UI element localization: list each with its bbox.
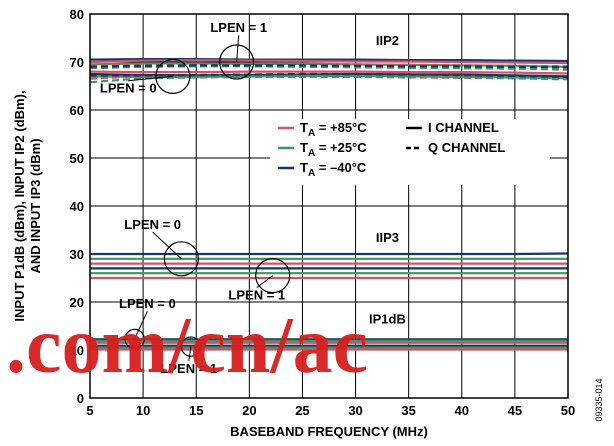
tick-labels: 5 10 15 20 25 30 35 40 45 50 0 10 20 30 40 50 60 70 80 [70,7,576,418]
y-tick-label: 80 [70,7,84,22]
x-tick-label: 50 [561,403,575,418]
group-label-ip1db: IP1dB [369,312,406,327]
annotation-circle [255,258,291,294]
annotation-iip3-lpen1: LPEN = 1 [228,288,285,303]
annotation-circle [124,328,145,350]
legend-label-t85: TA = +85°C [300,120,367,139]
legend-background [270,119,550,185]
x-tick-label: 20 [242,403,256,418]
annotation-iip2-lpen1: LPEN = 1 [210,20,267,35]
annotation-leader [134,311,148,340]
y-tick-label: 40 [70,199,84,214]
legend-channel-label: Q CHANNEL [428,140,505,155]
legend-label-t25: TA = +25°C [300,140,367,159]
x-tick-label: 15 [189,403,203,418]
series-line [89,65,569,71]
annotation-iip2-lpen0: LPEN = 0 [100,81,157,96]
legend: TA = +85°CTA = +25°CTA = –40°C I CHANNEL Q… [270,119,550,185]
y-tick-label: 30 [70,247,84,262]
series-line [90,252,569,256]
annotation-leader [128,75,173,82]
legend-label-tm40: TA = –40°C [300,160,367,179]
x-tick-label: 45 [508,403,522,418]
annotation-leader [152,231,182,260]
x-tick-label: 25 [295,403,309,418]
x-tick-label: 30 [348,403,362,418]
group-label-iip2: IIP2 [376,33,399,48]
y-tick-label: 50 [70,151,84,166]
annotation-circle [163,241,199,277]
y-axis-label-line-2: AND INPUT IP3 (dBm) [28,138,43,273]
x-tick-label: 40 [455,403,469,418]
annotation-circle [155,58,191,94]
series-line [89,70,569,75]
y-tick-label: 20 [70,295,84,310]
series-lines [89,57,569,351]
series-line [90,72,569,78]
x-axis-label: BASEBAND FREQUENCY (MHz) [230,424,428,439]
y-tick-label: 0 [77,391,84,406]
group-label-iip3: IIP3 [376,230,399,245]
annotation-circle [180,336,202,357]
x-tick-label: 35 [401,403,415,418]
annotations: IIP2 IIP3 IP1dB LPEN = 1 LPEN = 0 LPEN = 0 LPE… [100,20,406,376]
figure-code: 09335-014 [594,378,604,421]
annotation-leader [236,35,240,63]
legend-channel-label: I CHANNEL [428,120,499,135]
annotation-iip3-lpen0: LPEN = 0 [124,217,181,232]
watermark: .com/cn/ac [6,302,368,390]
annotation-p1db-lpen0: LPEN = 0 [119,296,176,311]
annotation-circle [218,44,255,80]
series-line [89,64,569,69]
y-tick-label: 70 [70,55,84,70]
x-tick-label: 10 [136,403,150,418]
series-line [89,75,569,84]
y-axis-label-line-1: INPUT P1dB (dBm), INPUT IP2 (dBm), [12,90,27,321]
annotation-p1db-lpen1: LPEN = 1 [160,361,217,376]
plot-frame [89,13,569,399]
y-tick-label: 10 [70,343,84,358]
annotation-leader [188,346,192,362]
series-line [89,58,569,65]
x-tick-label: 5 [86,403,93,418]
y-tick-label: 60 [70,103,84,118]
